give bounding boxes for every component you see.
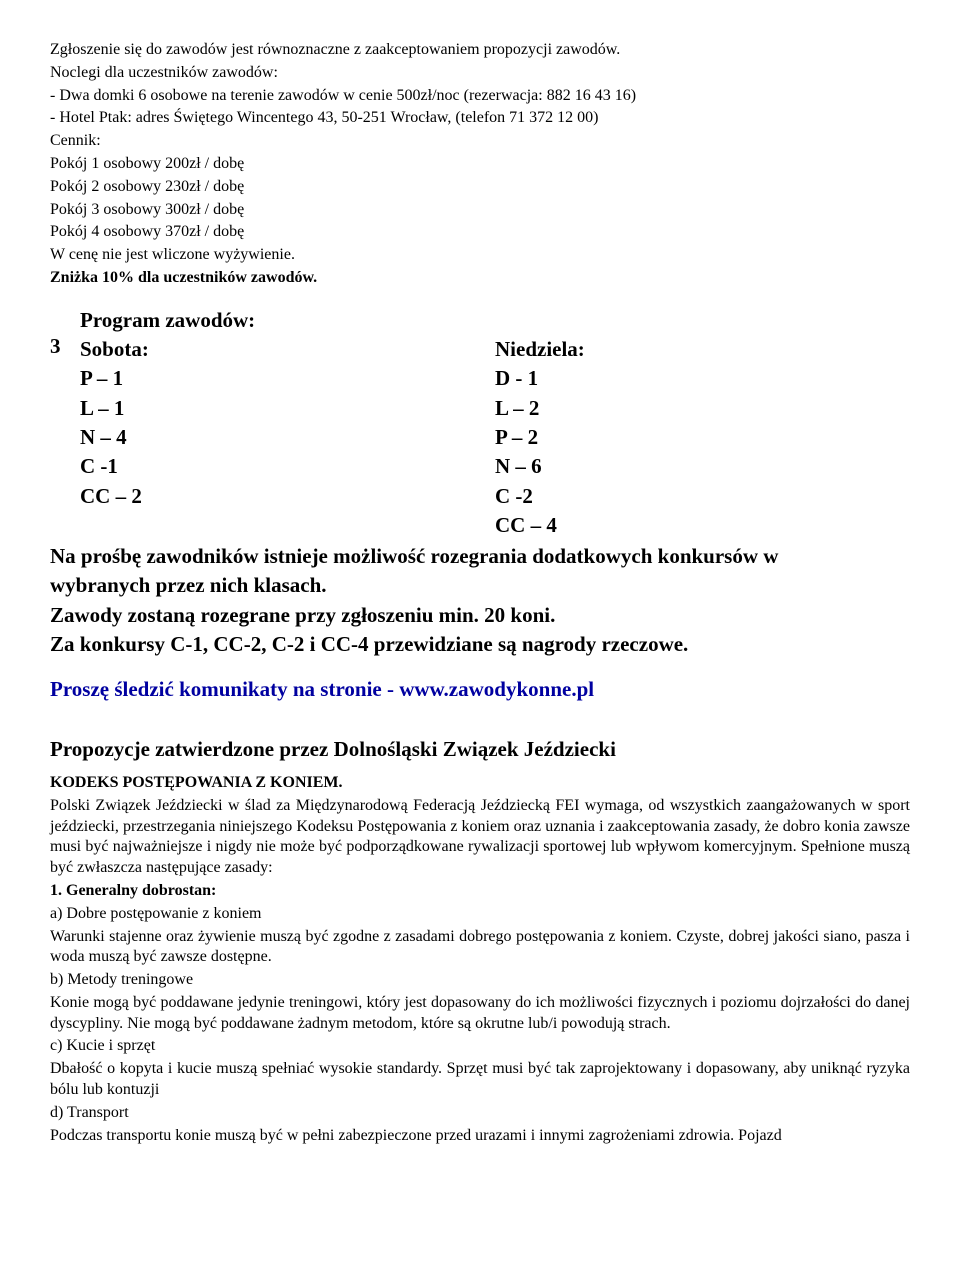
- program-sat-item: P – 1: [80, 365, 495, 392]
- program-number-text: 3: [50, 334, 61, 358]
- kodeks-d-head: d) Transport: [50, 1103, 910, 1124]
- intro-line: Noclegi dla uczestników zawodów:: [50, 63, 910, 84]
- program-title: Program zawodów:: [80, 307, 910, 334]
- kodeks-a-text: Warunki stajenne oraz żywienie muszą być…: [50, 927, 910, 969]
- program-sun-item: CC – 4: [495, 512, 910, 539]
- kodeks-c-text: Dbałość o kopyta i kucie muszą spełniać …: [50, 1059, 910, 1101]
- program-sun-item: C -2: [495, 483, 910, 510]
- program-sat-item: CC – 2: [80, 483, 495, 510]
- program-saturday: Sobota: P – 1 L – 1 N – 4 C -1 CC – 2: [80, 336, 495, 541]
- kodeks-c-head: c) Kucie i sprzęt: [50, 1036, 910, 1057]
- program-block: 3 Program zawodów: Sobota: P – 1 L – 1 N…: [50, 307, 910, 541]
- program-number: 3: [50, 307, 80, 541]
- intro-line: Pokój 2 osobowy 230zł / dobę: [50, 177, 910, 198]
- note-line: Zawody zostaną rozegrane przy zgłoszeniu…: [50, 602, 910, 629]
- kodeks-h1: 1. Generalny dobrostan:: [50, 881, 910, 902]
- intro-line: Zgłoszenie się do zawodów jest równoznac…: [50, 40, 910, 61]
- intro-discount: Zniżka 10% dla uczestników zawodów.: [50, 268, 910, 289]
- intro-line: Pokój 3 osobowy 300zł / dobę: [50, 200, 910, 221]
- intro-line: W cenę nie jest wliczone wyżywienie.: [50, 245, 910, 266]
- program-sat-item: C -1: [80, 453, 495, 480]
- kodeks-a-head: a) Dobre postępowanie z koniem: [50, 904, 910, 925]
- intro-line: - Dwa domki 6 osobowe na terenie zawodów…: [50, 86, 910, 107]
- kodeks-d-text: Podczas transportu konie muszą być w peł…: [50, 1126, 910, 1147]
- note-line: wybranych przez nich klasach.: [50, 572, 910, 599]
- approval-heading: Propozycje zatwierdzone przez Dolnośląsk…: [50, 736, 910, 763]
- program-sun-item: N – 6: [495, 453, 910, 480]
- program-sat-label: Sobota:: [80, 336, 495, 363]
- program-sun-item: L – 2: [495, 395, 910, 422]
- program-sunday: Niedziela: D - 1 L – 2 P – 2 N – 6 C -2 …: [495, 336, 910, 541]
- intro-line: Cennik:: [50, 131, 910, 152]
- intro-line: Pokój 4 osobowy 370zł / dobę: [50, 222, 910, 243]
- program-sat-item: N – 4: [80, 424, 495, 451]
- program-sat-item: L – 1: [80, 395, 495, 422]
- program-sun-label: Niedziela:: [495, 336, 910, 363]
- program-sun-item: D - 1: [495, 365, 910, 392]
- program-sun-item: P – 2: [495, 424, 910, 451]
- kodeks-b-head: b) Metody treningowe: [50, 970, 910, 991]
- note-line: Na prośbę zawodników istnieje możliwość …: [50, 543, 910, 570]
- kodeks-intro: Polski Związek Jeździecki w ślad za Międ…: [50, 796, 910, 879]
- kodeks-b-text: Konie mogą być poddawane jedynie trening…: [50, 993, 910, 1035]
- website-line: Proszę śledzić komunikaty na stronie - w…: [50, 676, 910, 703]
- intro-line: Pokój 1 osobowy 200zł / dobę: [50, 154, 910, 175]
- kodeks-title: KODEKS POSTĘPOWANIA Z KONIEM.: [50, 773, 910, 794]
- note-line: Za konkursy C-1, CC-2, C-2 i CC-4 przewi…: [50, 631, 910, 658]
- intro-line: - Hotel Ptak: adres Świętego Wincentego …: [50, 108, 910, 129]
